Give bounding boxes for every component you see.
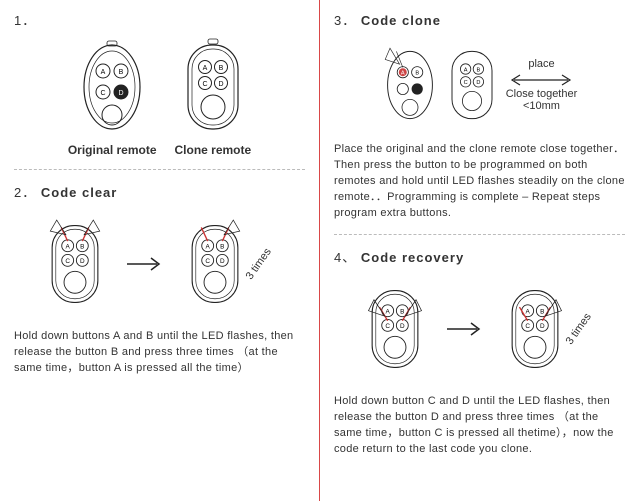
panel-2-number: 2．	[14, 185, 36, 200]
svg-text:A: A	[65, 243, 70, 250]
double-arrow-icon	[506, 72, 576, 88]
svg-text:B: B	[540, 308, 544, 315]
three-times-label: 3 times	[563, 311, 593, 347]
clone-remote-block: A B C D Clone remote	[175, 37, 252, 157]
panel-3: 3． Code clone A B A B	[334, 10, 625, 222]
svg-text:D: D	[476, 80, 480, 86]
svg-text:C: C	[385, 323, 390, 330]
svg-text:C: C	[202, 81, 207, 88]
svg-text:B: B	[119, 69, 124, 76]
panel-4-heading: Code recovery	[361, 250, 464, 265]
original-remote-label: Original remote	[68, 143, 157, 157]
panel-4-text: Hold down button C and D until the LED f…	[334, 394, 625, 458]
clone-remote-label: Clone remote	[175, 143, 252, 157]
svg-text:D: D	[540, 323, 545, 330]
close-together-label: Close together	[506, 88, 578, 100]
original-remote-block: A B C D Original remote	[68, 37, 157, 157]
three-times-label: 3 times	[243, 246, 273, 282]
svg-text:C: C	[65, 258, 70, 265]
svg-text:D: D	[80, 258, 85, 265]
panel-3-text: Place the original and the clone remote …	[334, 142, 625, 222]
svg-text:B: B	[476, 67, 480, 73]
panel-4-title: 4、 Code recovery	[334, 247, 625, 266]
panel-3-number: 3．	[334, 13, 356, 28]
svg-text:C: C	[205, 258, 210, 265]
svg-text:C: C	[101, 90, 106, 97]
svg-text:A: A	[385, 308, 390, 315]
panel-4: 4、 Code recovery A B C D	[334, 247, 625, 458]
svg-text:A: A	[401, 70, 405, 76]
panel-2-diagram: A B C D	[14, 209, 305, 319]
svg-text:A: A	[101, 69, 106, 76]
original-remote-icon: A B C D	[77, 37, 147, 137]
svg-text:D: D	[400, 323, 405, 330]
remote-press-d-icon: A B C D	[503, 283, 567, 375]
panel-3-title: 3． Code clone	[334, 10, 625, 29]
remote-press-cd-icon: A B C D	[363, 283, 427, 375]
svg-text:A: A	[205, 243, 210, 250]
panel-3-diagram: A B A B C D plac	[334, 37, 625, 132]
svg-text:D: D	[220, 258, 225, 265]
clone-press-icon: A B C D	[444, 44, 500, 126]
panel-1-diagram: A B C D Original remote A	[14, 37, 305, 157]
svg-text:D: D	[119, 90, 124, 97]
place-label: place	[528, 58, 554, 70]
svg-text:B: B	[415, 70, 419, 76]
original-press-icon: A B	[382, 44, 438, 126]
panel-4-number: 4、	[334, 250, 356, 265]
place-annotation: place Close together <10mm	[506, 58, 578, 112]
left-column: 1． A B C D Original remote	[0, 0, 319, 501]
svg-text:B: B	[220, 243, 224, 250]
svg-text:A: A	[525, 308, 530, 315]
distance-label: <10mm	[523, 100, 560, 112]
remote-press-ab-icon: A B C D	[43, 218, 107, 310]
panel-2: 2． Code clear A B C D	[14, 182, 305, 377]
arrow-right-icon	[445, 319, 485, 339]
panel-3-heading: Code clone	[361, 13, 441, 28]
remote-press-b-icon: A B C D	[183, 218, 247, 310]
panel-2-title: 2． Code clear	[14, 182, 305, 201]
svg-text:B: B	[80, 243, 84, 250]
panel-1: 1． A B C D Original remote	[14, 10, 305, 157]
panel-4-diagram: A B C D	[334, 274, 625, 384]
panel-1-number: 1．	[14, 10, 305, 29]
arrow-right-icon	[125, 254, 165, 274]
panel-2-text: Hold down buttons A and B until the LED …	[14, 329, 305, 377]
dashed-divider	[334, 234, 625, 235]
svg-text:A: A	[463, 67, 467, 73]
dashed-divider	[14, 169, 305, 170]
svg-text:B: B	[400, 308, 404, 315]
right-column: 3． Code clone A B A B	[320, 0, 639, 501]
clone-remote-icon: A B C D	[178, 37, 248, 137]
panel-2-heading: Code clear	[41, 185, 117, 200]
svg-text:C: C	[525, 323, 530, 330]
svg-text:D: D	[218, 81, 223, 88]
svg-text:A: A	[203, 65, 208, 72]
svg-text:B: B	[219, 65, 224, 72]
svg-text:C: C	[463, 80, 467, 86]
